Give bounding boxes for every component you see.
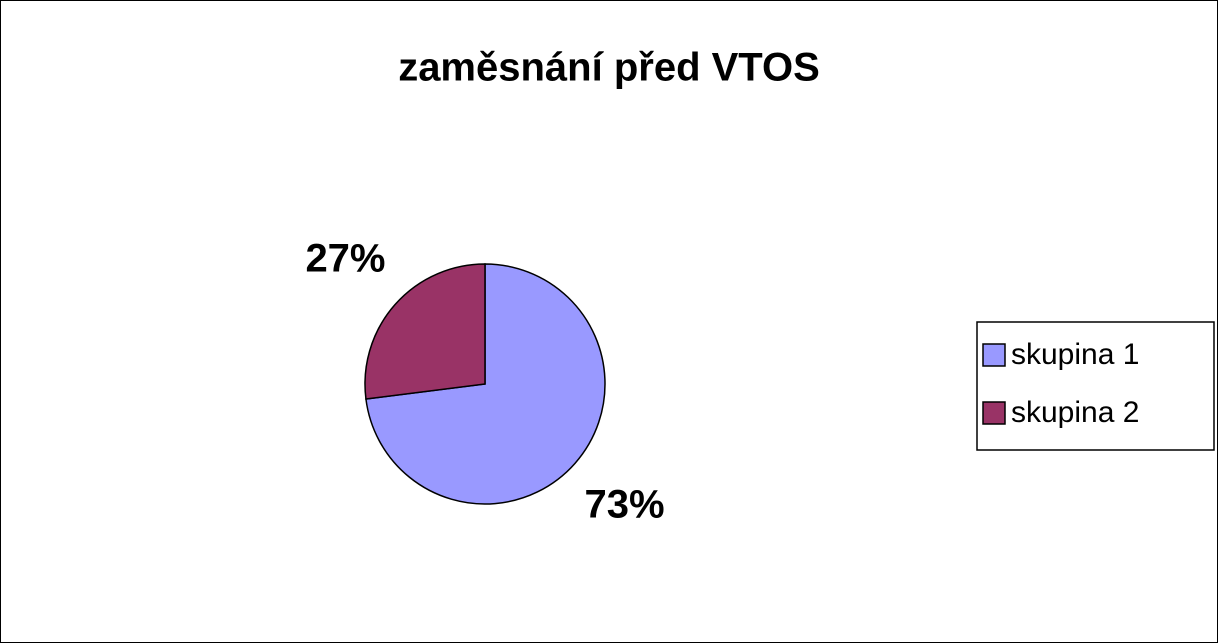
- legend-box: [976, 321, 1215, 451]
- data-label: 27%: [305, 237, 385, 281]
- chart-title: zaměsnání před VTOS: [398, 46, 820, 90]
- pie-slice: [364, 263, 486, 400]
- legend-label: skupina 1: [1011, 338, 1139, 371]
- legend-label: skupina 2: [1011, 396, 1139, 429]
- legend-swatch: [982, 401, 1006, 425]
- data-label: 73%: [584, 483, 664, 527]
- legend-swatch: [982, 343, 1006, 367]
